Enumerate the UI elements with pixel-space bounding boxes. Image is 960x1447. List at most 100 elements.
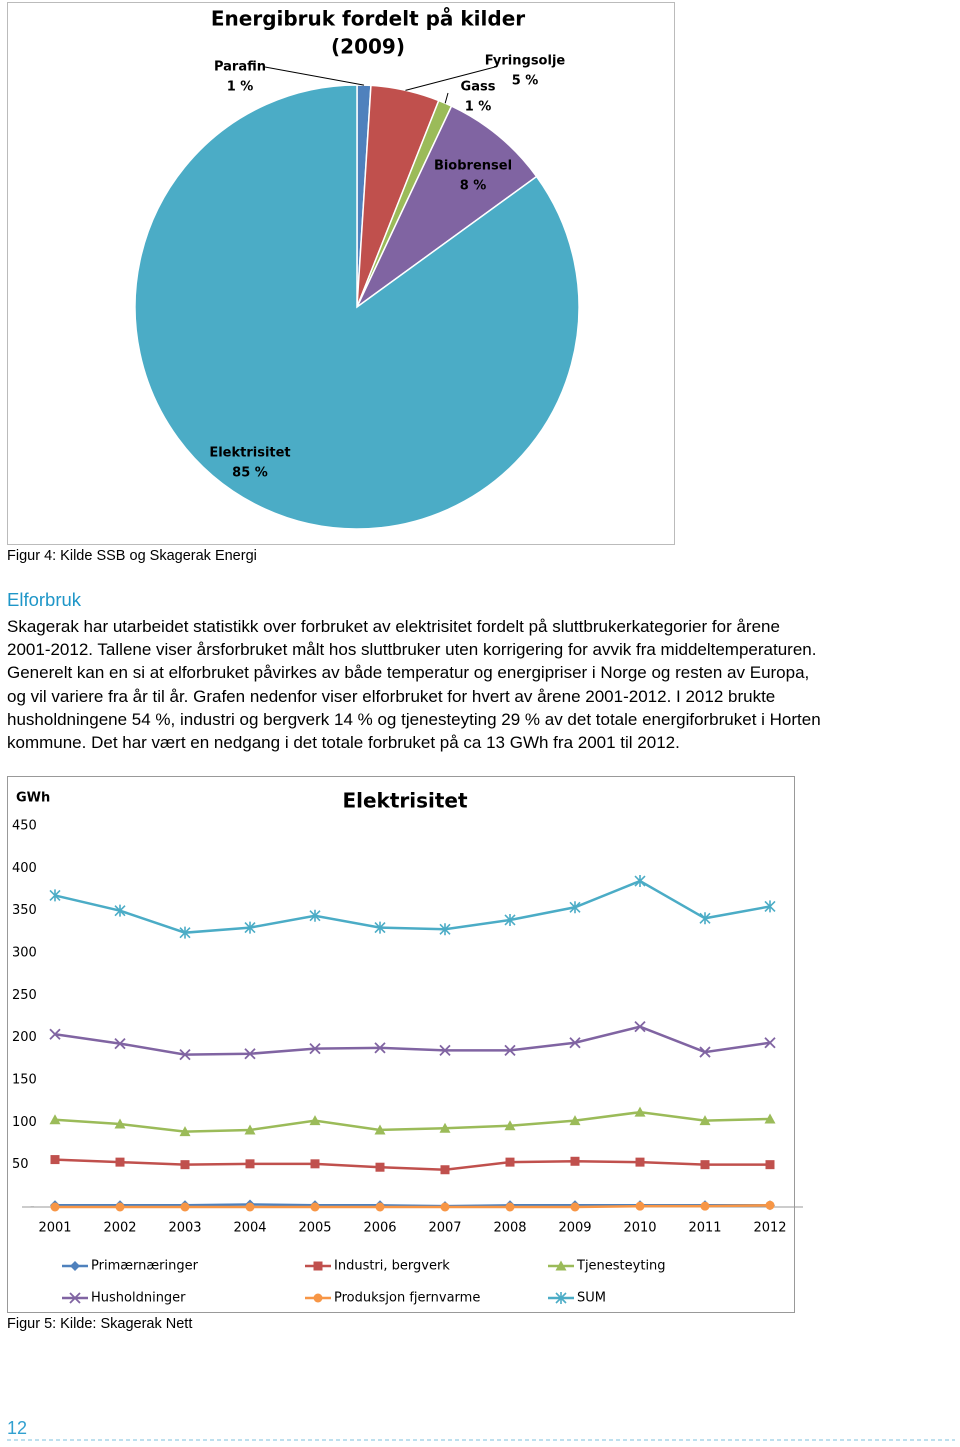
marker	[245, 1202, 255, 1212]
slice-value: 85 %	[232, 466, 268, 481]
marker	[114, 1118, 126, 1129]
legend-marker	[69, 1292, 81, 1304]
marker	[764, 1037, 776, 1049]
x-tick-label: 2004	[233, 1221, 266, 1236]
marker	[569, 1115, 581, 1126]
marker	[244, 921, 256, 934]
marker	[634, 1106, 646, 1117]
body-line: 2001-2012. Tallene viser årsforbruket må…	[7, 640, 817, 660]
x-tick-label: 2011	[688, 1221, 721, 1236]
marker	[374, 921, 386, 934]
marker	[245, 1159, 255, 1169]
slice-label: Elektrisitet	[209, 446, 290, 461]
marker	[634, 1021, 646, 1033]
slice-value: 8 %	[460, 179, 487, 194]
slice-value: 5 %	[512, 74, 539, 89]
chart-title: Elektrisitet	[342, 789, 468, 813]
slice-label: Gass	[461, 80, 496, 95]
y-tick-label: 50	[12, 1157, 29, 1172]
caption: Figur 5: Kilde: Skagerak Nett	[7, 1316, 193, 1332]
slice-value: 1 %	[227, 80, 254, 95]
marker	[375, 1202, 385, 1212]
heading: Elforbruk	[7, 589, 82, 610]
series	[49, 1106, 776, 1137]
leader-line	[444, 92, 449, 104]
marker	[439, 1122, 451, 1133]
marker	[439, 1044, 451, 1057]
legend-marker	[313, 1261, 323, 1271]
marker	[700, 1160, 710, 1170]
marker	[309, 1043, 321, 1055]
marker	[440, 1165, 450, 1175]
marker	[180, 1202, 190, 1212]
legend-label: SUM	[577, 1291, 606, 1306]
legend-label: Produksjon fjernvarme	[334, 1291, 480, 1306]
marker	[114, 1037, 126, 1050]
marker	[700, 1201, 710, 1211]
marker	[505, 1202, 515, 1212]
leader-line	[264, 66, 365, 86]
marker	[309, 1115, 321, 1126]
marker	[634, 875, 646, 888]
series-line	[55, 1204, 771, 1209]
marker	[49, 1114, 61, 1125]
marker	[50, 1155, 60, 1165]
marker	[49, 1028, 61, 1040]
slice-value: 1 %	[465, 100, 492, 115]
marker	[375, 1162, 385, 1172]
chart-title: Energibruk fordelt på kilder	[211, 7, 525, 31]
marker	[310, 1202, 320, 1212]
marker	[374, 1124, 386, 1135]
marker	[179, 1048, 191, 1061]
y-tick-label: 300	[12, 946, 37, 961]
series	[50, 1155, 775, 1175]
marker	[505, 1157, 515, 1167]
marker	[635, 1201, 645, 1211]
marker	[374, 1042, 386, 1054]
marker	[765, 1160, 775, 1170]
marker	[115, 1157, 125, 1167]
marker	[699, 1115, 711, 1126]
caption: Figur 4: Kilde SSB og Skagerak Energi	[7, 548, 257, 564]
body-line: husholdningene 54 %, industri og bergver…	[7, 709, 821, 729]
x-tick-label: 2008	[493, 1221, 526, 1236]
body-line: Generelt kan en si at elforbruket påvirk…	[7, 663, 810, 683]
legend-label: Husholdninger	[91, 1291, 186, 1306]
slice-label: Biobrensel	[434, 159, 512, 174]
legend-marker	[555, 1260, 567, 1271]
x-tick-label: 2012	[753, 1221, 786, 1236]
series	[49, 1021, 776, 1061]
x-tick-label: 2003	[168, 1221, 201, 1236]
slice-label: Fyringsolje	[485, 54, 566, 69]
x-tick-label: 2001	[38, 1221, 71, 1236]
marker	[504, 1120, 516, 1131]
marker	[504, 1044, 516, 1057]
legend-label: Industri, bergverk	[334, 1259, 450, 1274]
legend-marker	[555, 1292, 567, 1304]
series	[49, 875, 776, 939]
pie-slice	[356, 105, 538, 308]
line-frame	[7, 776, 795, 1313]
x-tick-label: 2010	[623, 1221, 656, 1236]
marker	[764, 1113, 776, 1124]
body-line: Skagerak har utarbeidet statistikk over …	[7, 617, 780, 636]
leader-line	[405, 66, 496, 91]
marker	[699, 912, 711, 925]
marker	[310, 1159, 320, 1169]
marker	[439, 923, 451, 936]
marker	[569, 1037, 581, 1049]
page-number: 12	[7, 1418, 28, 1438]
x-tick-label: 2005	[298, 1221, 331, 1236]
marker	[569, 901, 581, 914]
chart-subtitle: (2009)	[331, 35, 405, 59]
y-tick-label: 150	[12, 1073, 37, 1088]
body-line: kommune. Det har vært en nedgang i det t…	[7, 733, 680, 752]
series-line	[54, 1025, 771, 1056]
y-tick-label: 350	[12, 903, 37, 918]
body-line: og vil variere fra år til år. Grafen ned…	[7, 686, 776, 706]
marker	[504, 913, 516, 926]
marker	[765, 1200, 775, 1210]
marker	[50, 1202, 60, 1212]
x-tick-label: 2006	[363, 1221, 396, 1236]
